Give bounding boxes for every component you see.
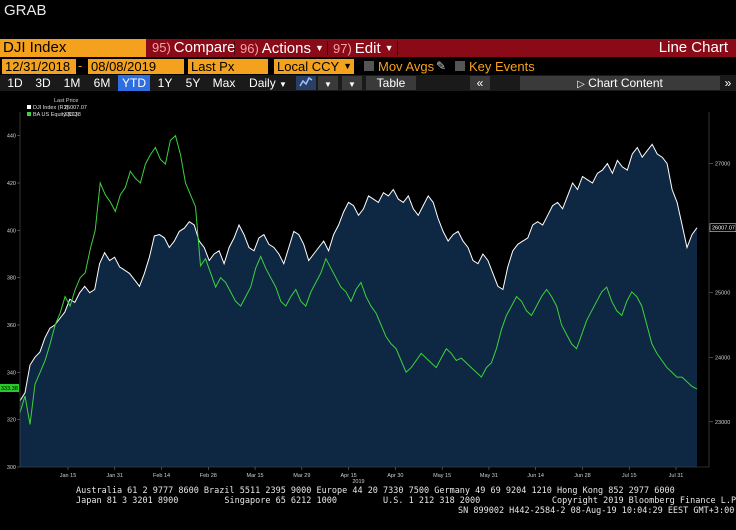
start-date-field[interactable]: 12/31/2018	[2, 59, 76, 74]
chevron-down-icon: ▼	[384, 43, 394, 53]
x-tick-label: Jan 15	[60, 473, 77, 479]
currency-value: Local CCY	[277, 59, 340, 74]
view-title: Line Chart	[658, 39, 728, 56]
dji-last-tag	[709, 223, 736, 232]
edit-label: Edit	[354, 40, 381, 57]
x-tick-label: Jul 15	[622, 473, 637, 479]
period-1y[interactable]: 1Y	[157, 76, 173, 90]
period-3d[interactable]: 3D	[35, 76, 51, 90]
x-tick-label: Jan 31	[107, 473, 124, 479]
edit-button[interactable]: 97) Edit ▼	[333, 39, 394, 57]
x-tick-label: Apr 15	[341, 473, 357, 479]
command-bar: DJI Index 95) Compare 96) Actions ▼ 97) Edit…	[0, 39, 736, 57]
chevron-down-icon: ▼	[279, 80, 287, 89]
right-tick-label: 24000	[715, 355, 730, 361]
table-button[interactable]: Table	[366, 76, 416, 90]
actions-label: Actions	[261, 40, 311, 57]
left-tick-label: 360	[7, 323, 16, 329]
period-1d[interactable]: 1D	[7, 76, 23, 90]
x-tick-label: Feb 28	[200, 473, 217, 479]
legend-dji-name: DJI Index (R1)	[33, 105, 69, 111]
legend-ba-value: 333.38	[64, 112, 81, 118]
options-dropdown[interactable]: ▼	[342, 76, 362, 90]
date-separator: -	[78, 58, 83, 73]
dji-area	[20, 144, 697, 468]
left-tick-label: 340	[7, 370, 16, 376]
left-tick-label: 300	[7, 465, 16, 471]
dji-series-line	[19, 143, 698, 401]
footer-session: SN 899002 H442-2584-2 08-Aug-19 10:04:29…	[458, 506, 735, 516]
left-tick-label: 420	[7, 181, 16, 187]
grab-label: GRAB	[4, 2, 47, 19]
period-max[interactable]: Max	[212, 76, 236, 90]
pencil-icon[interactable]: ✎	[436, 59, 447, 73]
chart-content-button[interactable]: ▷ Chart Content	[520, 76, 720, 90]
end-date-field[interactable]: 08/08/2019	[88, 59, 184, 74]
period-5y[interactable]: 5Y	[185, 76, 201, 90]
key-events-checkbox[interactable]	[455, 61, 465, 71]
compare-button[interactable]: 95) Compare	[152, 39, 236, 57]
x-tick-label: Mar 29	[293, 473, 310, 479]
right-tick-label: 23000	[715, 420, 730, 426]
left-tick-label: 380	[7, 276, 16, 282]
actions-num: 96)	[240, 41, 259, 56]
footer-contacts-2: Japan 81 3 3201 8900 Singapore 65 6212 1…	[76, 496, 736, 506]
x-year-label: 2019	[352, 479, 364, 485]
compare-num: 95)	[152, 40, 171, 55]
line-chart[interactable]: 300 320 340 360 380 400 420 440 23000 24000 25000 2…	[0, 92, 736, 485]
period-1m[interactable]: 1M	[63, 76, 81, 90]
legend-dji-value: 26007.07	[64, 105, 87, 111]
chevron-down-icon: ▼	[343, 61, 352, 71]
left-tick-label: 440	[7, 134, 16, 140]
x-tick-label: May 31	[480, 473, 498, 479]
x-tick-label: May 15	[433, 473, 451, 479]
chart-type-dropdown[interactable]: ▼	[318, 76, 338, 90]
currency-select[interactable]: Local CCY ▼	[274, 59, 354, 74]
field-bar: 12/31/2018 - 08/08/2019 Last Px Local CC…	[0, 58, 736, 75]
legend-ba-swatch	[27, 112, 31, 116]
chevron-down-icon: ▼	[348, 80, 356, 89]
mov-avgs-label[interactable]: Mov Avgs	[378, 59, 435, 74]
end-date-value: 08/08/2019	[91, 59, 157, 74]
chart-content-label: Chart Content	[588, 76, 663, 90]
actions-button[interactable]: 96) Actions ▼	[240, 39, 324, 57]
mov-avgs-checkbox[interactable]	[364, 61, 374, 71]
right-tick-label: 25000	[715, 291, 730, 297]
footer-contacts-1: Australia 61 2 9777 8600 Brazil 5511 239…	[76, 486, 675, 496]
x-tick-label: Jun 14	[527, 473, 544, 479]
expand-right-icon[interactable]: »	[724, 76, 732, 90]
ba-series-line	[19, 134, 698, 425]
left-tick-label: 320	[7, 418, 16, 424]
x-tick-label: Feb 14	[153, 473, 170, 479]
chevron-down-icon: ▼	[315, 43, 324, 53]
ba-last-value: 333.38	[1, 386, 18, 392]
collapse-left-icon[interactable]: «	[470, 76, 490, 90]
frequency-select[interactable]: Daily ▼	[242, 75, 294, 91]
x-tick-label: Mar 15	[247, 473, 264, 479]
ba-last-tag	[0, 384, 19, 393]
chevron-down-icon: ▼	[324, 80, 332, 89]
left-tick-label: 400	[7, 228, 16, 234]
x-tick-label: Jul 31	[669, 473, 684, 479]
security-field[interactable]: DJI Index	[0, 39, 146, 57]
legend-dji-swatch	[27, 105, 31, 109]
right-tick-label: 27000	[715, 162, 730, 168]
line-chart-icon[interactable]	[296, 76, 316, 90]
footer: Australia 61 2 9777 8600 Brazil 5511 239…	[0, 486, 736, 516]
dji-last-value: 26007.07	[712, 226, 735, 232]
period-ytd[interactable]: YTD	[118, 75, 150, 91]
legend-ba-name: BA US Equity (L1)	[33, 112, 77, 118]
x-tick-label: Jun 28	[574, 473, 591, 479]
key-events-label[interactable]: Key Events	[469, 59, 535, 74]
frequency-value: Daily	[249, 76, 276, 90]
price-field-select[interactable]: Last Px	[188, 59, 268, 74]
compare-label: Compare	[173, 39, 236, 56]
period-6m[interactable]: 6M	[93, 76, 111, 90]
legend: Last Price DJI Index (R1) 26007.07 BA US…	[27, 98, 87, 118]
period-bar: 1D 3D 1M 6M YTD 1Y 5Y Max Daily ▼ ▼ ▼ Ta…	[0, 75, 736, 91]
legend-header: Last Price	[54, 98, 78, 104]
edit-num: 97)	[333, 41, 352, 56]
x-tick-label: Apr 30	[387, 473, 403, 479]
chart-content-icon: ▷	[577, 79, 585, 90]
